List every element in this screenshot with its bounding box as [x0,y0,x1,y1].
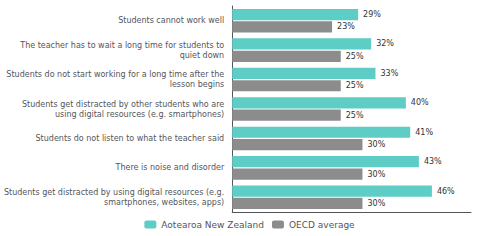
svg-text:Students get distracted by usi: Students get distracted by using digital… [4,188,224,197]
svg-text:Students do not start working: Students do not start working for a long… [6,70,224,79]
svg-text:23%: 23% [337,22,355,31]
svg-text:lesson begins: lesson begins [170,80,225,89]
svg-text:40%: 40% [411,98,429,107]
svg-text:32%: 32% [376,39,394,48]
svg-text:There is noise and disorder: There is noise and disorder [115,163,225,172]
svg-text:33%: 33% [380,69,398,78]
svg-text:OECD average: OECD average [289,220,355,230]
svg-text:30%: 30% [367,199,385,208]
svg-text:41%: 41% [415,128,433,137]
svg-text:46%: 46% [437,187,455,196]
svg-text:30%: 30% [367,140,385,149]
svg-text:Aotearoa New Zealand: Aotearoa New Zealand [161,220,264,230]
svg-text:quiet down: quiet down [180,51,225,60]
svg-text:30%: 30% [367,170,385,179]
svg-text:25%: 25% [346,81,364,90]
svg-text:43%: 43% [424,157,442,166]
svg-text:using digital resources (e.g.: using digital resources (e.g. smartphone… [55,110,224,119]
svg-text:25%: 25% [346,111,364,120]
svg-text:The teacher has to wait a long: The teacher has to wait a long time for … [19,41,224,50]
svg-text:29%: 29% [363,10,381,19]
svg-text:smartphones, websites, apps): smartphones, websites, apps) [104,198,224,207]
svg-text:Students get distracted by oth: Students get distracted by other student… [22,100,224,109]
svg-text:25%: 25% [346,52,364,61]
svg-text:Students do not listen to what: Students do not listen to what the teach… [36,134,225,143]
svg-text:Students cannot work well: Students cannot work well [118,16,224,25]
